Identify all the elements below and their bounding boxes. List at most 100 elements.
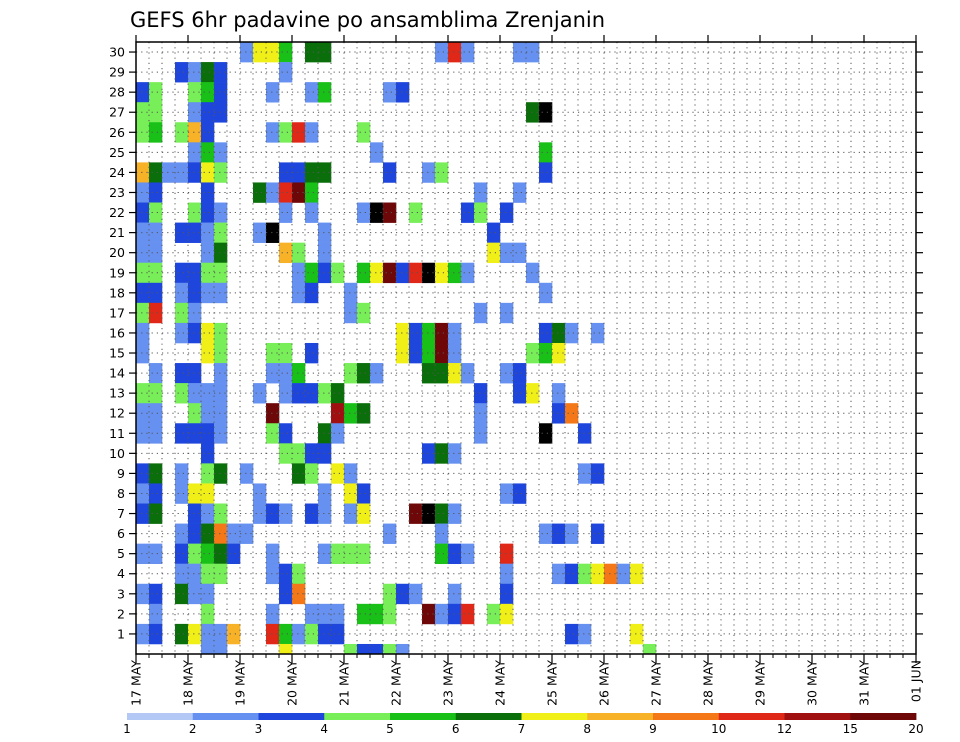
heatmap-cell — [136, 463, 150, 484]
heatmap-cell — [214, 222, 228, 243]
y-tick-label: 14 — [109, 366, 125, 381]
colorbar-label: 12 — [777, 722, 792, 736]
heatmap-cell — [487, 222, 501, 243]
heatmap-cell — [149, 262, 163, 284]
heatmap-cell — [292, 182, 306, 203]
colorbar-label: 5 — [386, 722, 394, 736]
x-tick-label: 31 MAY — [857, 660, 872, 706]
heatmap-cell — [201, 503, 215, 524]
heatmap-cell — [136, 342, 150, 364]
x-tick-label: 19 MAY — [233, 660, 248, 706]
heatmap-cell — [344, 403, 358, 424]
y-tick-label: 4 — [117, 566, 125, 581]
heatmap-cell — [175, 282, 189, 304]
heatmap-cell — [214, 363, 228, 384]
heatmap-cell — [214, 523, 228, 544]
heatmap-cell — [305, 122, 319, 143]
colorbar-label: 15 — [843, 722, 858, 736]
heatmap-cell — [305, 603, 319, 625]
heatmap-cell — [175, 463, 189, 484]
heatmap-cell — [214, 242, 228, 264]
heatmap-cell — [305, 463, 319, 484]
heatmap-cell — [448, 262, 462, 284]
heatmap-cell — [448, 503, 462, 524]
heatmap-cell — [630, 563, 644, 585]
heatmap-cell — [188, 142, 202, 163]
heatmap-cell — [331, 623, 345, 645]
heatmap-cell — [383, 82, 397, 103]
y-tick-label: 24 — [109, 165, 125, 180]
heatmap-cell — [201, 603, 215, 625]
heatmap-cell — [474, 423, 488, 444]
colorbar-label: 20 — [908, 722, 923, 736]
heatmap-cell — [357, 403, 371, 424]
y-tick-label: 10 — [109, 446, 125, 461]
x-tick-label: 18 MAY — [181, 660, 196, 706]
y-tick-label: 9 — [117, 466, 125, 481]
heatmap-cell — [409, 342, 423, 364]
heatmap-cell — [201, 623, 215, 645]
heatmap-cell — [305, 383, 319, 404]
heatmap-cell — [487, 242, 501, 264]
heatmap-cell — [201, 563, 215, 585]
y-tick-label: 12 — [109, 406, 125, 421]
y-tick-label: 29 — [109, 65, 125, 80]
heatmap-cell — [201, 242, 215, 264]
heatmap-cell — [279, 122, 293, 143]
heatmap-cell — [292, 463, 306, 484]
colorbar-segment — [127, 713, 194, 720]
heatmap-cell — [305, 82, 319, 103]
heatmap-cell — [461, 603, 475, 625]
heatmap-cell — [591, 563, 605, 585]
heatmap-cell — [214, 82, 228, 103]
heatmap-cell — [305, 342, 319, 364]
heatmap-cell — [279, 423, 293, 444]
heatmap-cell — [136, 543, 150, 565]
heatmap-cell — [136, 222, 150, 243]
heatmap-cell — [149, 202, 163, 223]
heatmap-cell — [162, 162, 176, 183]
x-tick-label: 28 MAY — [701, 660, 716, 706]
heatmap-cell — [149, 242, 163, 264]
heatmap-cell — [266, 623, 280, 645]
colorbar-label: 1 — [123, 722, 131, 736]
heatmap-cell — [201, 62, 215, 83]
heatmap-cell — [474, 202, 488, 223]
heatmap-cell — [305, 202, 319, 223]
heatmap-cell — [305, 262, 319, 284]
heatmap-cell — [357, 122, 371, 143]
heatmap-cell — [357, 483, 371, 504]
heatmap-cell — [435, 342, 449, 364]
heatmap-cell — [370, 603, 384, 625]
heatmap-cell — [136, 102, 150, 123]
heatmap-cell — [279, 623, 293, 645]
heatmap-cell — [188, 563, 202, 585]
heatmap-cell — [279, 583, 293, 605]
heatmap-cell — [396, 583, 410, 605]
heatmap-cell — [552, 383, 566, 404]
heatmap-cell — [201, 643, 215, 655]
heatmap-cell — [448, 42, 462, 63]
heatmap-cell — [149, 302, 163, 324]
heatmap-cell — [149, 463, 163, 484]
heatmap-cell — [461, 363, 475, 384]
heatmap-cell — [214, 342, 228, 364]
heatmap-cell — [474, 182, 488, 203]
heatmap-cell — [188, 82, 202, 103]
heatmap-cell — [214, 383, 228, 404]
heatmap-cell — [500, 483, 514, 504]
heatmap-cell — [214, 543, 228, 565]
heatmap-cell — [201, 122, 215, 143]
heatmap-cell — [136, 262, 150, 284]
heatmap-cell — [279, 363, 293, 384]
heatmap-cell — [188, 322, 202, 344]
heatmap-cell — [266, 403, 280, 424]
y-tick-label: 8 — [117, 486, 125, 501]
heatmap-cell — [331, 403, 345, 424]
heatmap-cell — [214, 202, 228, 223]
heatmap-cell — [552, 563, 566, 585]
heatmap-cell — [435, 443, 449, 464]
heatmap-cell — [253, 503, 267, 524]
colorbar-segment — [850, 713, 917, 720]
